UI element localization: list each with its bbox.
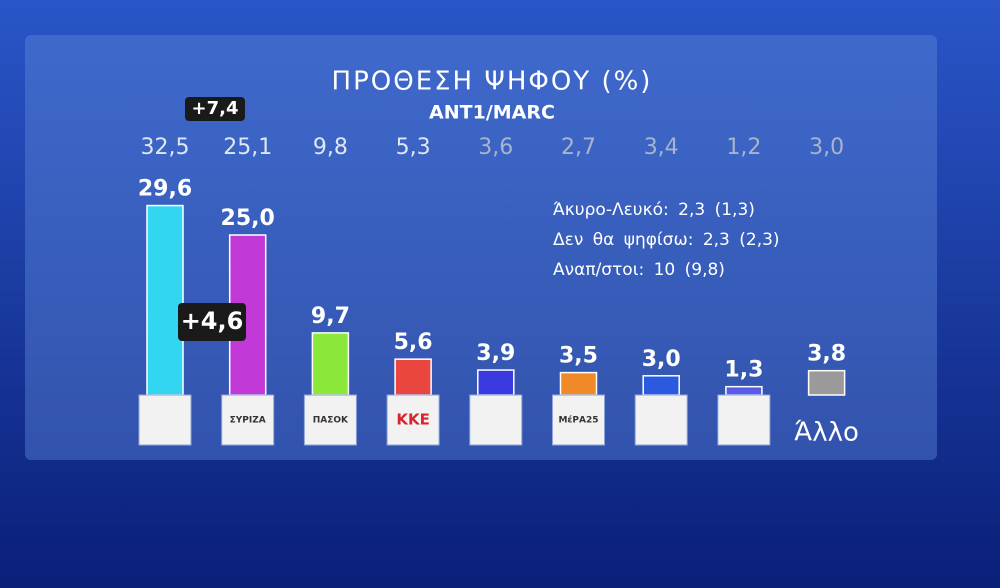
previous-value: 9,8 (313, 135, 348, 160)
value-label: 25,0 (221, 206, 275, 231)
annotation: +7,4 (192, 98, 239, 119)
category-label: ΠΑΣΟΚ (313, 416, 349, 426)
bar (311, 332, 350, 396)
party-logo (386, 394, 440, 446)
value-label: 5,6 (394, 330, 433, 355)
previous-value: 3,0 (809, 135, 844, 160)
previous-value: 2,7 (561, 135, 596, 160)
previous-value: 5,3 (396, 135, 431, 160)
category-label: ΚΚΕ (396, 411, 430, 429)
annotation-box (185, 97, 245, 121)
note: Αναπ/στοι: 10 (9,8) (553, 260, 725, 280)
value-label: 29,6 (138, 177, 192, 202)
chart-title: ΠΡΟΘΕΣΗ ΨΗΦΟΥ (%) (332, 67, 653, 97)
party-logo (469, 394, 523, 446)
value-label: 1,3 (724, 358, 763, 383)
chart-subtitle: ANT1/MARC (429, 102, 555, 124)
category-label: Άλλο (794, 418, 859, 448)
party-logo (303, 394, 357, 446)
annotation: +4,6 (181, 307, 244, 335)
party-logo (634, 394, 688, 446)
party-logo (221, 394, 275, 446)
party-logo (552, 394, 605, 446)
bar (642, 375, 680, 396)
previous-value: 32,5 (141, 135, 190, 160)
annotation-box (178, 303, 246, 341)
party-logo (717, 394, 771, 446)
note: Άκυρο-Λευκό: 2,3 (1,3) (553, 200, 755, 220)
value-label: 3,0 (642, 347, 681, 372)
bar (477, 369, 515, 396)
value-label: 3,9 (476, 341, 515, 366)
previous-value: 3,6 (478, 135, 513, 160)
previous-value: 1,2 (726, 135, 761, 160)
value-label: 3,5 (559, 344, 598, 369)
value-label: 9,7 (311, 304, 350, 329)
note: Δεν θα ψηφίσω: 2,3 (2,3) (553, 230, 780, 250)
previous-value: 3,4 (644, 135, 679, 160)
bar (725, 385, 763, 396)
category-label: ΜέΡΑ25 (558, 415, 598, 426)
bar (146, 204, 184, 396)
category-label: ΣΥΡΙΖΑ (230, 416, 266, 426)
bar (394, 358, 432, 396)
previous-value: 25,1 (223, 135, 272, 160)
party-logo (138, 394, 192, 446)
bar (559, 371, 598, 396)
value-label: 3,8 (807, 342, 846, 367)
bar (807, 369, 846, 396)
